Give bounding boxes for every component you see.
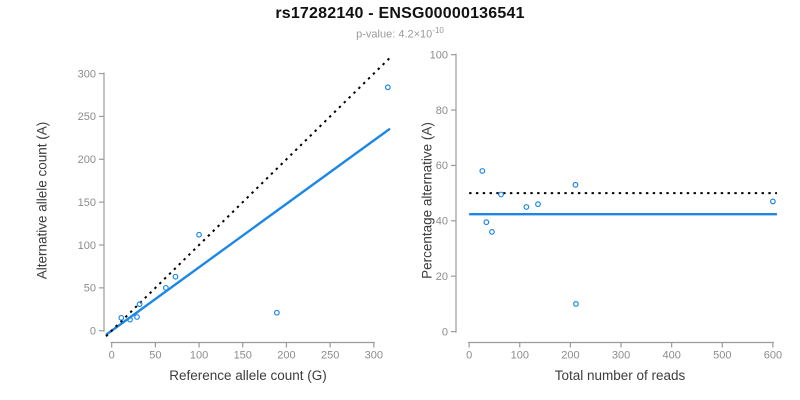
data-point xyxy=(769,198,776,205)
y-tick-label: 20 xyxy=(436,271,448,283)
x-tick-label: 250 xyxy=(321,350,339,362)
data-point xyxy=(498,191,504,198)
x-axis-label-right: Total number of reads xyxy=(554,368,686,383)
y-tick-label: 0 xyxy=(442,326,448,338)
data-point xyxy=(489,228,495,235)
data-point xyxy=(136,301,143,308)
x-tick-label: 50 xyxy=(149,350,161,362)
data-point xyxy=(134,314,140,320)
x-tick-label: 600 xyxy=(764,350,782,362)
y-tick-label: 150 xyxy=(78,197,96,209)
x-axis-label-left: Reference allele count (G) xyxy=(169,368,327,383)
data-point xyxy=(572,181,579,188)
x-tick-label: 200 xyxy=(277,350,295,362)
y-tick-label: 300 xyxy=(78,68,96,80)
x-tick-label: 300 xyxy=(612,350,630,362)
y-tick-label: 200 xyxy=(78,154,96,166)
data-point xyxy=(384,84,391,91)
data-point xyxy=(172,273,179,280)
data-point xyxy=(573,300,579,307)
figure-title: rs17282140 - ENSG00000136541 xyxy=(275,5,525,22)
fitted-allele-ratio-line xyxy=(105,127,391,336)
y-tick-label: 80 xyxy=(436,105,448,117)
x-tick-label: 200 xyxy=(561,350,579,362)
data-point xyxy=(535,201,541,208)
x-tick-label: 0 xyxy=(466,350,472,362)
x-tick-label: 500 xyxy=(713,350,731,362)
y-axis-label-left: Alternative allele count (A) xyxy=(34,121,50,280)
y-tick-label: 100 xyxy=(78,240,96,252)
data-point xyxy=(523,204,530,210)
y-tick-label: 250 xyxy=(78,111,96,123)
expected-identity-line xyxy=(105,57,391,337)
data-point xyxy=(273,309,280,316)
pvalue-text: p-value: 4.2×10 xyxy=(356,28,433,41)
y-tick-label: 40 xyxy=(436,216,448,228)
x-tick-label: 100 xyxy=(511,350,529,362)
pvalue-exponent: -10 xyxy=(432,26,444,35)
figure-subtitle: p-value: 4.2×10-10 xyxy=(0,26,800,41)
y-tick-label: 60 xyxy=(436,160,448,172)
x-tick-label: 400 xyxy=(662,350,680,362)
y-tick-label: 100 xyxy=(430,49,448,61)
data-point xyxy=(483,219,490,226)
y-tick-label: 50 xyxy=(84,283,96,295)
x-tick-label: 100 xyxy=(190,350,208,362)
data-point xyxy=(162,284,169,291)
data-point xyxy=(118,314,125,321)
y-axis-label-right: Percentage alternative (A) xyxy=(419,122,435,279)
x-tick-label: 150 xyxy=(234,350,252,362)
x-tick-label: 0 xyxy=(109,350,115,362)
x-tick-label: 300 xyxy=(365,350,383,362)
y-tick-label: 0 xyxy=(90,326,96,338)
data-point xyxy=(479,168,486,174)
data-point xyxy=(196,231,202,238)
data-point xyxy=(127,316,133,323)
